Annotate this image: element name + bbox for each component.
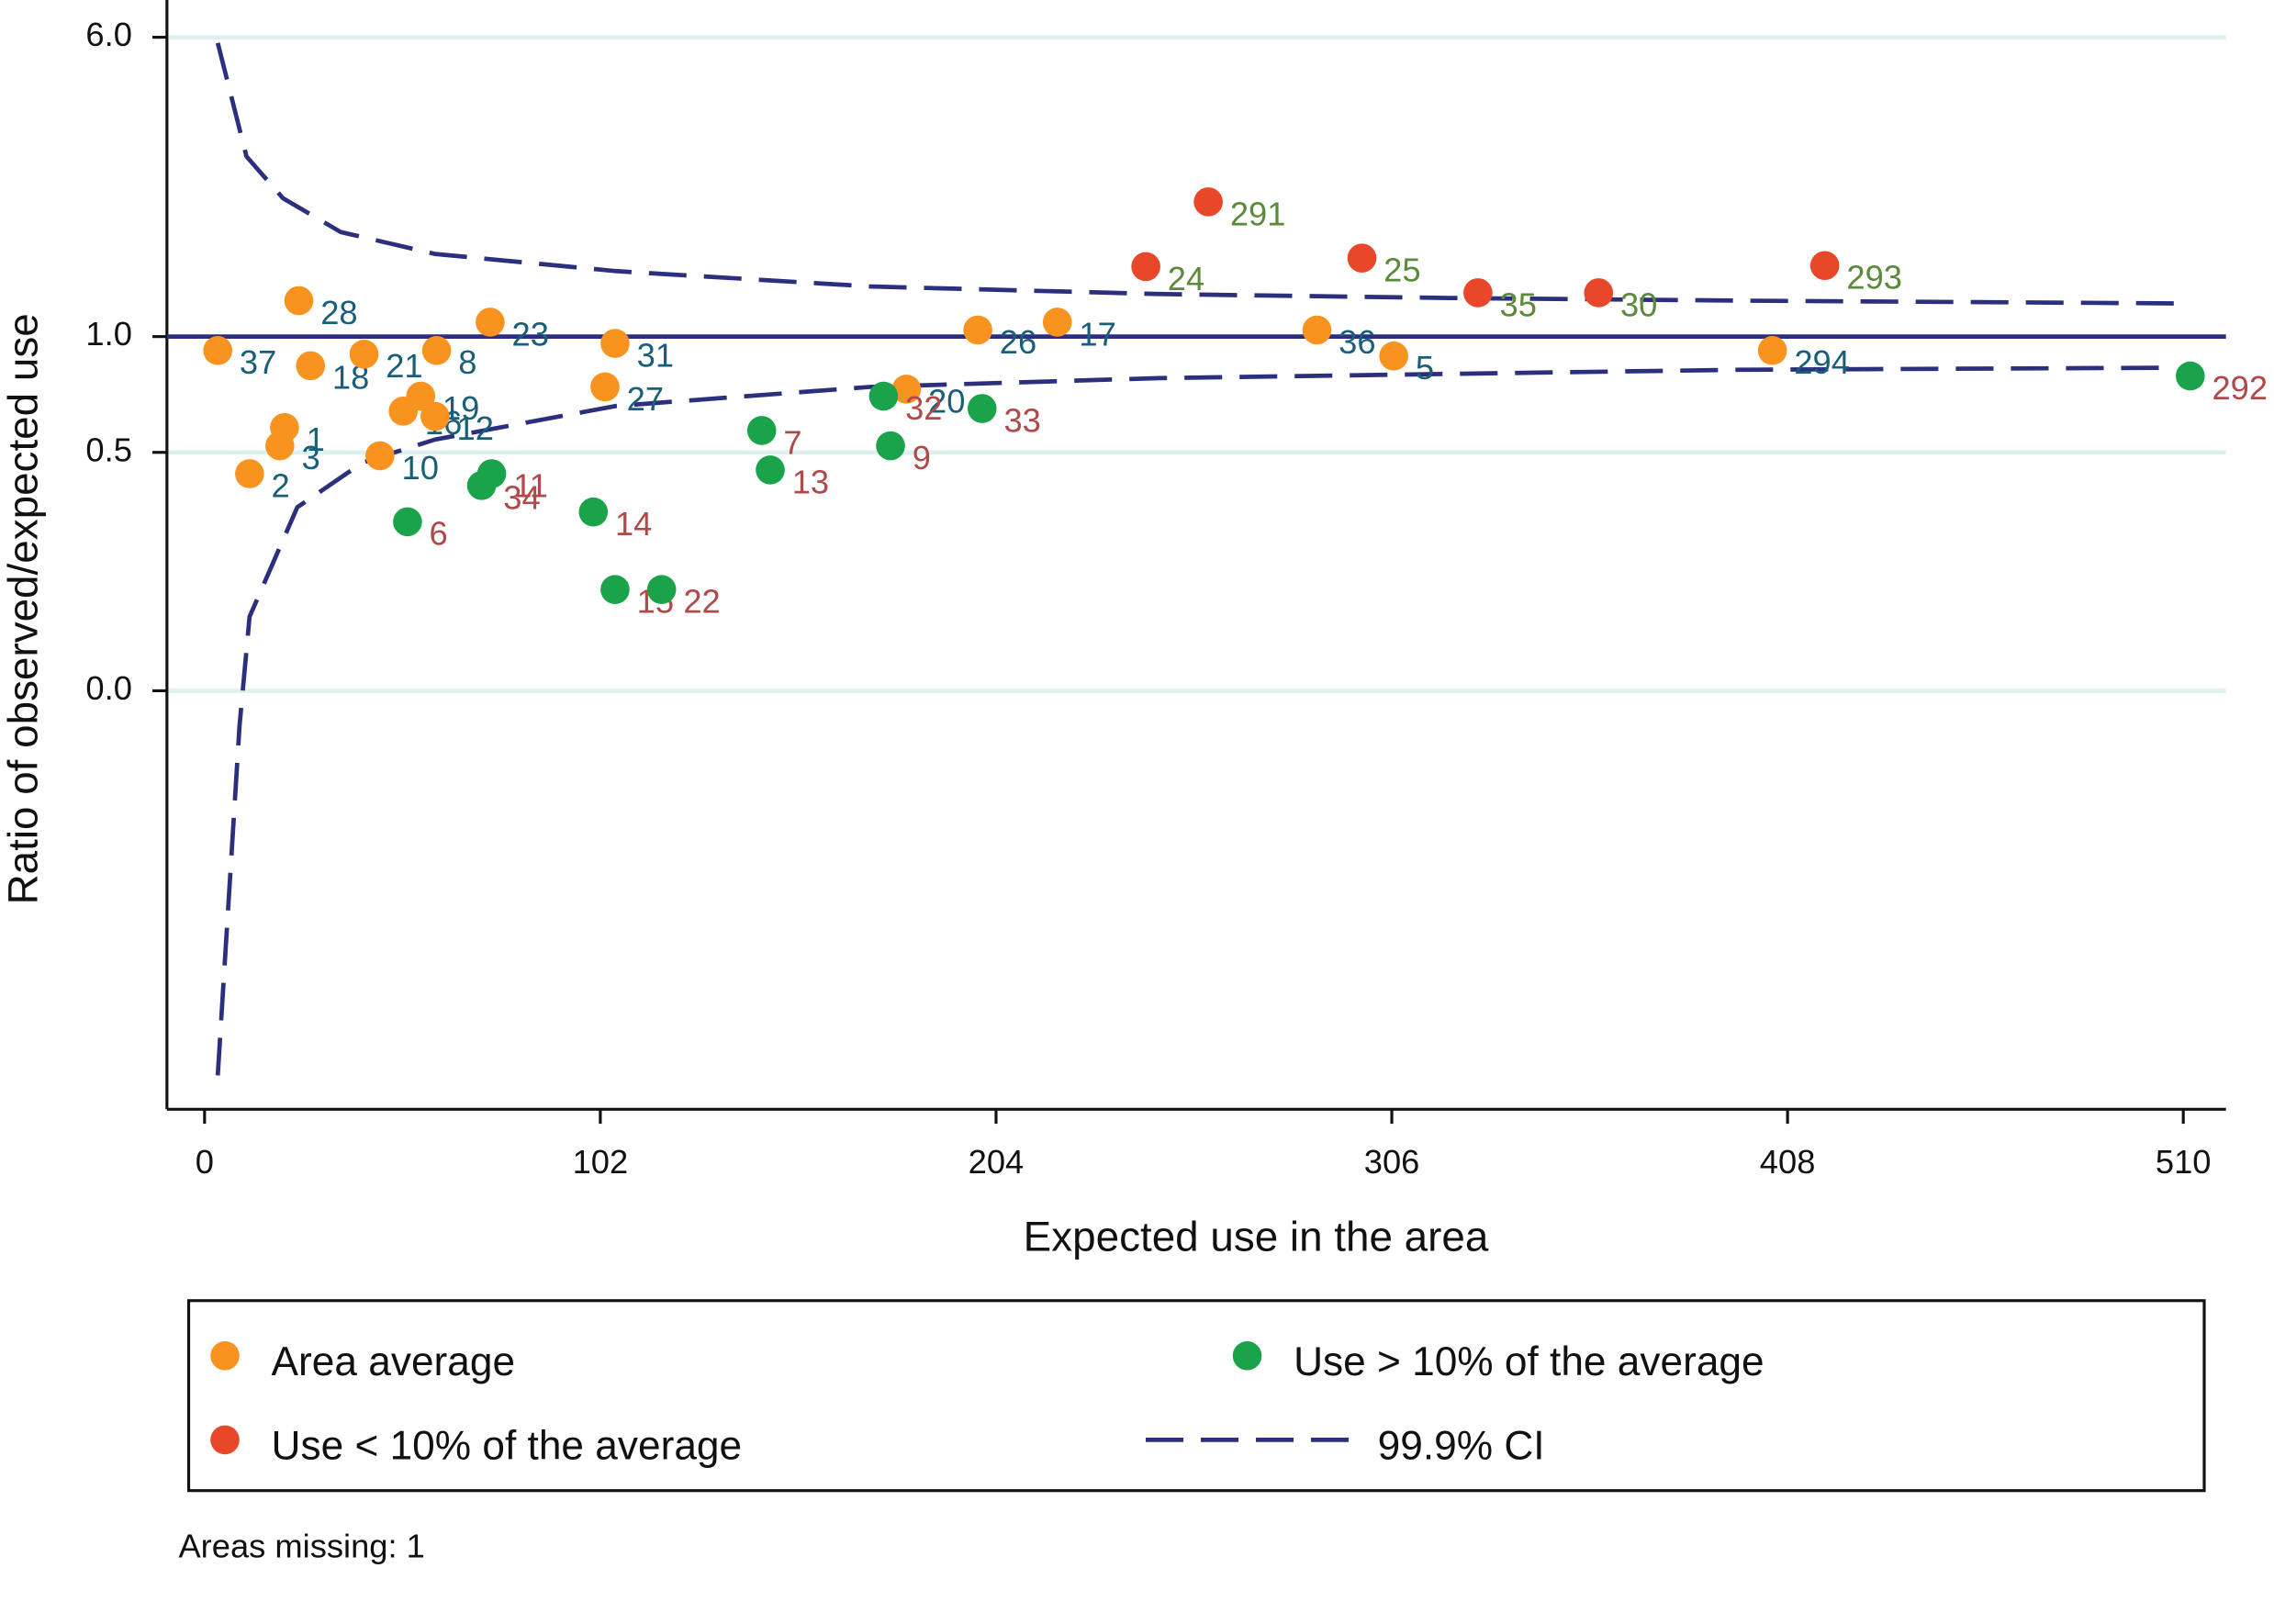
legend-label: Use > 10% of the average: [1294, 1339, 1764, 1384]
point: [1302, 315, 1332, 345]
point: [963, 315, 992, 345]
point-label: 21: [386, 347, 422, 385]
point-label: 34: [503, 478, 540, 516]
point-label: 14: [615, 505, 652, 543]
point-label: 7: [783, 423, 801, 461]
point: [600, 575, 630, 604]
point: [203, 336, 232, 365]
ci-line: [215, 365, 2176, 1076]
point-label: 24: [1168, 260, 1204, 297]
point-label: 293: [1846, 259, 1902, 297]
point-label: 31: [637, 336, 674, 374]
point: [365, 441, 395, 471]
legend-label: Area average: [272, 1339, 516, 1384]
point: [296, 351, 326, 381]
legend-marker: [210, 1425, 240, 1455]
legend-label: 99.9% CI: [1378, 1424, 1545, 1469]
point-label: 28: [320, 294, 357, 331]
point-label: 6: [430, 515, 448, 553]
point: [746, 416, 777, 445]
point-label: 26: [1000, 323, 1036, 361]
legend-box: [186, 1299, 2206, 1493]
point: [1347, 243, 1377, 273]
y-tick-label: 0.0: [85, 669, 131, 707]
point: [420, 401, 450, 431]
x-tick-label: 102: [573, 1143, 629, 1181]
point-label: 294: [1794, 343, 1850, 381]
legend-marker: [210, 1341, 240, 1371]
point: [967, 394, 997, 423]
point-label: 22: [683, 583, 720, 621]
point-label: 25: [1383, 252, 1420, 289]
point-label: 2: [272, 466, 290, 504]
point-label: 32: [905, 389, 942, 427]
point-label: 11: [513, 466, 548, 504]
point: [1131, 252, 1160, 282]
point-label: 292: [2212, 369, 2268, 407]
point: [1379, 342, 1408, 371]
point-label: 23: [512, 315, 549, 353]
point: [868, 381, 899, 411]
point-label: 1: [307, 420, 325, 458]
point: [1463, 278, 1493, 308]
point: [600, 329, 630, 358]
point: [1809, 251, 1840, 281]
point-label: 36: [1339, 323, 1375, 361]
point: [466, 471, 497, 500]
x-tick-label: 408: [1760, 1143, 1816, 1181]
point: [406, 381, 436, 411]
x-axis-label: Expected use in the area: [1024, 1214, 1489, 1260]
x-tick-label: 306: [1364, 1143, 1420, 1181]
point-label: 27: [627, 380, 664, 418]
point-label: 12: [457, 409, 494, 447]
y-tick-label: 6.0: [85, 16, 131, 53]
point: [891, 375, 922, 404]
point: [756, 455, 785, 485]
point-label: 13: [792, 463, 829, 500]
point: [1757, 336, 1787, 365]
point-label: 9: [913, 439, 931, 476]
point-label: 3: [302, 439, 320, 476]
point: [1584, 278, 1614, 308]
y-tick-label: 1.0: [85, 315, 131, 353]
point-label: 8: [458, 343, 476, 381]
legend-marker: [1232, 1341, 1262, 1371]
point-label: 33: [1003, 401, 1040, 439]
ci-line: [215, 42, 2176, 306]
legend-label: Use < 10% of the average: [272, 1424, 743, 1469]
point: [284, 286, 314, 316]
point: [2176, 361, 2205, 391]
x-tick-label: 0: [196, 1143, 214, 1181]
point-label: 20: [928, 382, 965, 420]
x-tick-label: 510: [2156, 1143, 2212, 1181]
y-tick-label: 0.5: [85, 431, 131, 468]
point: [349, 340, 379, 369]
point-label: 37: [240, 343, 276, 381]
y-axis-label: Ratio of observed/expected use: [0, 313, 47, 904]
point-label: 291: [1230, 195, 1286, 232]
point-label: 10: [402, 449, 439, 487]
point-label: 17: [1079, 315, 1115, 353]
point: [1193, 187, 1223, 217]
point: [590, 372, 620, 402]
point-label: 30: [1620, 286, 1657, 323]
point: [578, 497, 609, 527]
x-tick-label: 204: [969, 1143, 1025, 1181]
point: [646, 575, 677, 604]
point: [235, 459, 264, 488]
point: [265, 431, 295, 461]
point: [876, 431, 905, 461]
note: Areas missing: 1: [178, 1527, 424, 1564]
point: [421, 336, 452, 365]
point: [1042, 308, 1072, 337]
point-label: 35: [1500, 286, 1537, 323]
point: [476, 308, 505, 337]
point-label: 5: [1416, 349, 1434, 386]
point: [393, 507, 422, 537]
